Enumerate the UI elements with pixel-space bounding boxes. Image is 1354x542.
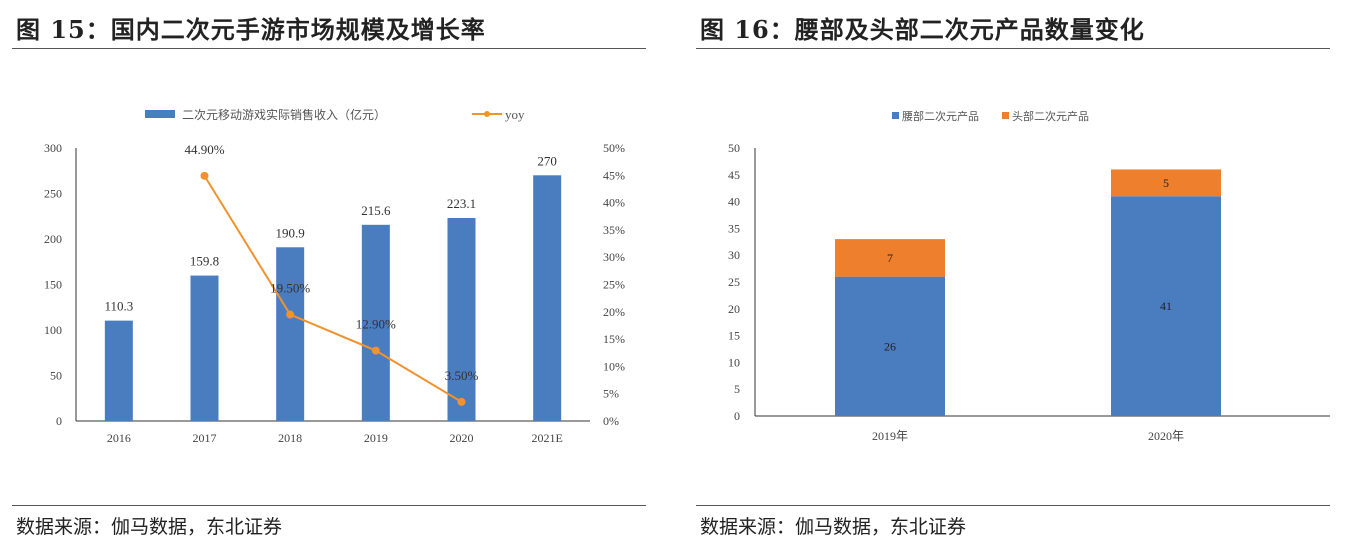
x-tick-label: 2017 [193, 431, 217, 445]
segment-data-label: 7 [887, 251, 893, 265]
y2-tick-label: 30% [603, 250, 625, 264]
legend-label-bar: 二次元移动游戏实际销售收入（亿元） [182, 107, 386, 122]
bar [276, 247, 305, 421]
stacked-bar-segment [835, 239, 945, 277]
x-tick-label: 2020年 [1148, 429, 1184, 443]
legend-marker-line [484, 111, 490, 117]
bar [533, 175, 562, 421]
y-tick-label: 300 [44, 141, 62, 155]
y-tick-label: 0 [734, 409, 740, 423]
y2-tick-label: 5% [603, 387, 619, 401]
source-rule-15 [12, 505, 646, 506]
y-tick-label: 45 [728, 168, 740, 182]
y2-tick-label: 10% [603, 359, 625, 373]
source-rule-16 [696, 505, 1330, 506]
yoy-data-label: 3.50% [445, 368, 479, 383]
y2-tick-label: 25% [603, 278, 625, 292]
y2-tick-label: 35% [603, 223, 625, 237]
x-tick-label: 2021E [531, 431, 562, 445]
y2-tick-label: 40% [603, 196, 625, 210]
bar [361, 224, 390, 421]
bar [104, 320, 133, 421]
y-tick-label: 35 [728, 221, 740, 235]
y-tick-label: 0 [56, 414, 62, 428]
yoy-point [200, 171, 209, 180]
segment-data-label: 26 [884, 339, 896, 353]
x-tick-label: 2020 [450, 431, 474, 445]
y-tick-label: 50 [728, 141, 740, 155]
y-tick-label: 5 [734, 382, 740, 396]
bar [190, 275, 219, 421]
stacked-bar-segment [835, 276, 945, 416]
segment-data-label: 5 [1163, 176, 1169, 190]
bar-data-label: 159.8 [190, 254, 219, 269]
y-tick-label: 250 [44, 187, 62, 201]
y-tick-label: 40 [728, 195, 740, 209]
yoy-point [286, 310, 295, 319]
bar [447, 217, 476, 421]
bar-data-label: 215.6 [361, 203, 391, 218]
figure-15-title: 图 15：国内二次元手游市场规模及增长率 [16, 15, 486, 44]
y-tick-label: 30 [728, 248, 740, 262]
title-rule-15 [12, 48, 646, 49]
figure-16-title: 图 16：腰部及头部二次元产品数量变化 [700, 15, 1145, 44]
yoy-line [203, 175, 463, 403]
bar-data-label: 223.1 [447, 196, 476, 211]
y2-tick-label: 15% [603, 332, 625, 346]
bar-data-label: 110.3 [104, 299, 133, 314]
yoy-data-label: 44.90% [184, 142, 224, 157]
legend-swatch [892, 112, 899, 119]
stacked-bar-segment [1111, 196, 1221, 416]
y2-tick-label: 0% [603, 414, 619, 428]
y-tick-label: 15 [728, 329, 740, 343]
segment-data-label: 41 [1160, 299, 1172, 313]
y2-tick-label: 45% [603, 168, 625, 182]
yoy-point [457, 397, 466, 406]
y2-tick-label: 50% [603, 141, 625, 155]
y-tick-label: 50 [50, 369, 62, 383]
y-tick-label: 200 [44, 232, 62, 246]
bar-data-label: 190.9 [276, 225, 305, 240]
y-tick-label: 25 [728, 275, 740, 289]
title-rule-16 [696, 48, 1330, 49]
y-tick-label: 20 [728, 302, 740, 316]
y2-tick-label: 20% [603, 305, 625, 319]
bar-data-label: 270 [537, 153, 557, 168]
legend-swatch-bar [145, 110, 175, 118]
y-tick-label: 100 [44, 323, 62, 337]
source-15: 数据来源：伽马数据，东北证券 [16, 516, 283, 538]
x-tick-label: 2019年 [872, 429, 908, 443]
legend-swatch [1002, 112, 1009, 119]
y-tick-label: 150 [44, 278, 62, 292]
legend-label: 腰部二次元产品 [902, 109, 979, 123]
x-tick-label: 2019 [364, 431, 388, 445]
yoy-data-label: 19.50% [270, 281, 310, 296]
x-tick-label: 2018 [278, 431, 302, 445]
stacked-bar-segment [1111, 169, 1221, 197]
yoy-data-label: 12.90% [356, 317, 396, 332]
legend-label-line: yoy [505, 107, 525, 122]
x-tick-label: 2016 [107, 431, 131, 445]
yoy-point [371, 346, 380, 355]
source-16: 数据来源：伽马数据，东北证券 [700, 516, 967, 538]
y-tick-label: 10 [728, 355, 740, 369]
legend-label: 头部二次元产品 [1012, 109, 1089, 123]
